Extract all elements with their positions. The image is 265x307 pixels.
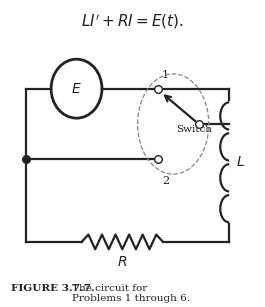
Text: 2: 2 bbox=[162, 176, 169, 186]
Text: 1: 1 bbox=[162, 70, 169, 80]
Text: $R$: $R$ bbox=[117, 255, 127, 269]
Text: $LI' + RI = E(t).$: $LI' + RI = E(t).$ bbox=[81, 12, 184, 31]
Text: Switch: Switch bbox=[176, 126, 212, 134]
Text: $E$: $E$ bbox=[71, 82, 82, 96]
Text: FIGURE 3.7.7.: FIGURE 3.7.7. bbox=[11, 284, 94, 293]
Text: The circuit for
Problems 1 through 6.: The circuit for Problems 1 through 6. bbox=[72, 284, 189, 303]
Text: $L$: $L$ bbox=[236, 155, 244, 169]
